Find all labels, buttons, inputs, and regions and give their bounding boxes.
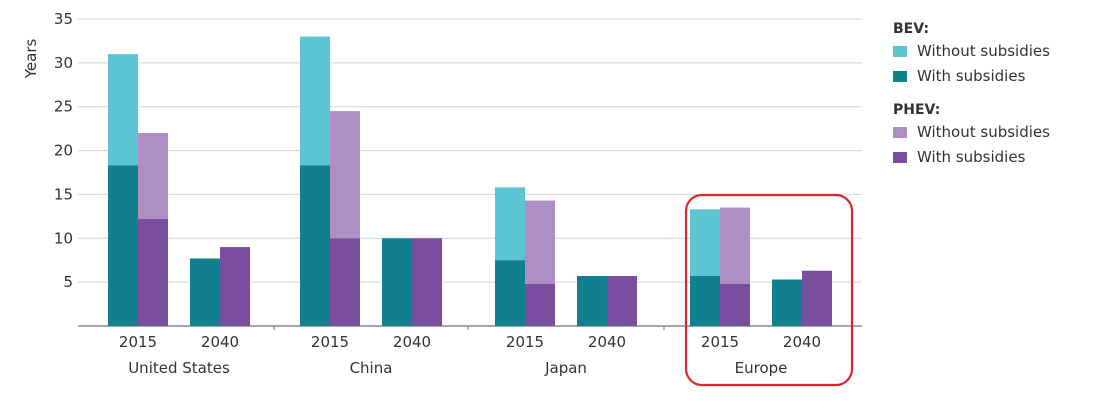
x-tick-label-region: Japan [544,359,587,377]
bar-bev-with-subsidies-china-2015 [300,165,330,326]
bar-bev-without-subsidies-japan-2015 [495,187,525,261]
legend-label: Without subsidies [917,42,1050,60]
legend-title: PHEV: [893,102,940,118]
bar-bev-with-subsidies-united-states-2040 [190,258,220,326]
x-tick-label-year: 2015 [701,333,739,351]
bar-bev-with-subsidies-japan-2015 [495,260,525,326]
x-tick-label-region: China [350,359,393,377]
bar-bev-without-subsidies-europe-2015 [690,209,720,277]
x-tick-label-region: Europe [735,359,788,377]
y-tick-label: 30 [54,54,73,72]
y-tick-label: 35 [54,10,73,28]
europe-highlight-box [684,193,854,387]
bar-phev-with-subsidies-china-2015 [330,238,360,326]
bar-phev-without-subsidies-japan-2015 [525,200,555,284]
legend-title: BEV: [893,21,929,37]
legend-label: With subsidies [917,67,1026,85]
bar-phev-with-subsidies-united-states-2040 [220,247,250,326]
x-tick-label-year: 2040 [588,333,626,351]
bar-bev-with-subsidies-europe-2015 [690,276,720,326]
legend-label: Without subsidies [917,123,1050,141]
legend-swatch [893,46,907,57]
legend-swatch [893,71,907,82]
bar-bev-without-subsidies-united-states-2015 [108,54,138,166]
bar-phev-with-subsidies-japan-2040 [607,276,637,326]
y-tick-labels: 5 10 15 20 25 30 35 [54,10,73,291]
x-tick-label-year: 2015 [506,333,544,351]
bar-phev-without-subsidies-china-2015 [330,111,360,239]
x-tick-label-year: 2015 [119,333,157,351]
bar-phev-with-subsidies-china-2040 [412,238,442,326]
bar-phev-without-subsidies-europe-2015 [720,207,750,284]
bar-bev-with-subsidies-europe-2040 [772,279,802,326]
bar-phev-with-subsidies-europe-2040 [802,270,832,326]
legend-swatch [893,127,907,138]
x-tick-label-year: 2040 [393,333,431,351]
bar-phev-with-subsidies-europe-2015 [720,283,750,326]
bar-phev-with-subsidies-united-states-2015 [138,218,168,326]
bar-bev-with-subsidies-japan-2040 [577,276,607,326]
y-tick-label: 5 [63,273,73,291]
bars [108,36,832,326]
legend: BEV: Without subsidies With subsidies PHEV:… [893,21,1050,166]
y-tick-label: 25 [54,98,73,116]
gridlines [78,18,862,330]
y-tick-label: 15 [54,185,73,203]
y-tick-label: 10 [54,229,73,247]
bar-phev-with-subsidies-japan-2015 [525,283,555,326]
x-tick-label-year: 2040 [783,333,821,351]
legend-swatch [893,152,907,163]
x-tick-label-region: United States [128,359,230,377]
bar-bev-with-subsidies-united-states-2015 [108,165,138,326]
bar-phev-without-subsidies-united-states-2015 [138,133,168,219]
x-tick-label-year: 2015 [311,333,349,351]
y-axis-label: Years [22,39,40,80]
y-tick-label: 20 [54,142,73,160]
bar-bev-with-subsidies-china-2040 [382,238,412,326]
legend-label: With subsidies [917,148,1026,166]
x-tick-label-year: 2040 [201,333,239,351]
bar-bev-without-subsidies-china-2015 [300,36,330,166]
